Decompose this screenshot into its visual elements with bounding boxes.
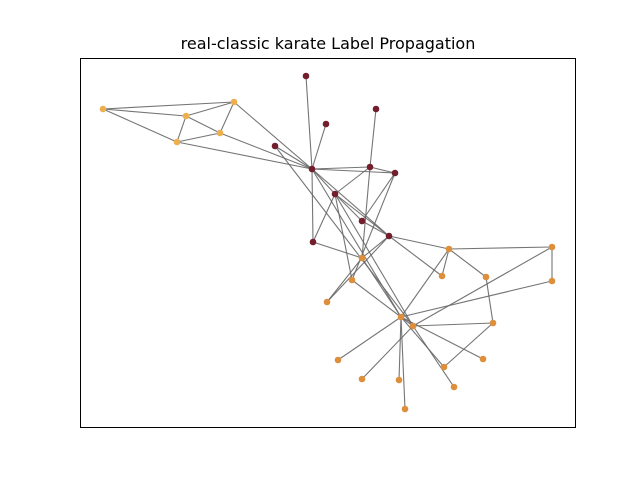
node-25 — [409, 322, 417, 330]
edge-39 — [448, 248, 487, 278]
edge-33 — [312, 241, 363, 259]
edge-7 — [176, 132, 221, 143]
edge-6 — [219, 101, 235, 134]
edge-58 — [334, 193, 353, 281]
node-6 — [372, 105, 380, 113]
node-20 — [548, 277, 556, 285]
edge-42 — [400, 280, 553, 318]
node-2 — [230, 98, 238, 106]
node-17 — [548, 243, 556, 251]
edge-53 — [361, 325, 414, 380]
node-24 — [397, 313, 405, 321]
edge-13 — [274, 145, 313, 170]
node-26 — [489, 319, 497, 327]
node-1 — [182, 112, 190, 120]
node-33 — [401, 405, 409, 413]
node-15 — [309, 238, 317, 246]
node-8 — [271, 142, 279, 150]
edge-47 — [337, 316, 402, 361]
node-31 — [395, 376, 403, 384]
edge-27 — [334, 193, 414, 327]
edge-11 — [305, 75, 313, 170]
node-9 — [308, 165, 316, 173]
node-13 — [358, 217, 366, 225]
node-23 — [323, 298, 331, 306]
edge-52 — [412, 322, 494, 327]
edges-layer — [102, 75, 553, 410]
edge-14 — [369, 108, 377, 168]
edge-8 — [233, 101, 313, 170]
edge-35 — [441, 248, 450, 277]
edge-19 — [311, 168, 390, 237]
node-11 — [391, 169, 399, 177]
edge-5 — [176, 115, 187, 143]
node-0 — [99, 105, 107, 113]
edge-12 — [311, 123, 327, 170]
edge-3 — [185, 101, 235, 117]
node-29 — [440, 363, 448, 371]
edge-56 — [311, 168, 402, 318]
node-18 — [482, 273, 490, 281]
node-5 — [302, 72, 310, 80]
edge-31 — [326, 235, 390, 303]
edge-44 — [351, 279, 402, 318]
node-10 — [366, 163, 374, 171]
node-19 — [438, 272, 446, 280]
edge-16 — [311, 168, 396, 174]
edge-38 — [412, 246, 553, 327]
edge-49 — [400, 316, 445, 368]
edge-17 — [369, 166, 396, 174]
node-32 — [450, 383, 458, 391]
node-3 — [216, 129, 224, 137]
edge-36 — [400, 248, 450, 318]
edge-54 — [412, 325, 455, 388]
node-12 — [331, 190, 339, 198]
node-4 — [173, 138, 181, 146]
node-14 — [385, 232, 393, 240]
node-21 — [358, 254, 366, 262]
edge-10 — [219, 132, 313, 170]
edge-57 — [274, 145, 414, 327]
edge-18 — [311, 168, 336, 195]
edge-40 — [485, 276, 494, 324]
node-30 — [358, 375, 366, 383]
edge-9 — [176, 141, 313, 170]
edge-34 — [448, 246, 553, 250]
plot-frame — [80, 58, 576, 428]
edge-50 — [398, 316, 402, 381]
node-28 — [479, 355, 487, 363]
edge-1 — [102, 101, 235, 110]
edge-21 — [311, 168, 314, 243]
edge-41 — [388, 235, 443, 277]
edge-2 — [102, 108, 178, 143]
edge-25 — [351, 172, 396, 281]
edge-26 — [334, 193, 363, 222]
node-22 — [348, 276, 356, 284]
edge-55 — [443, 322, 494, 368]
edge-15 — [311, 166, 371, 170]
node-7 — [322, 120, 330, 128]
edge-29 — [388, 235, 450, 250]
edge-24 — [361, 172, 396, 222]
edge-4 — [185, 115, 221, 134]
edge-20 — [334, 193, 390, 237]
edge-51 — [400, 316, 406, 410]
figure-title: real-classic karate Label Propagation — [181, 34, 476, 53]
edge-0 — [102, 108, 187, 117]
edge-28 — [361, 220, 390, 237]
node-16 — [445, 245, 453, 253]
node-27 — [334, 356, 342, 364]
edge-22 — [334, 166, 371, 195]
edge-30 — [361, 235, 390, 259]
nodes-layer — [99, 72, 556, 413]
edge-45 — [326, 257, 363, 303]
